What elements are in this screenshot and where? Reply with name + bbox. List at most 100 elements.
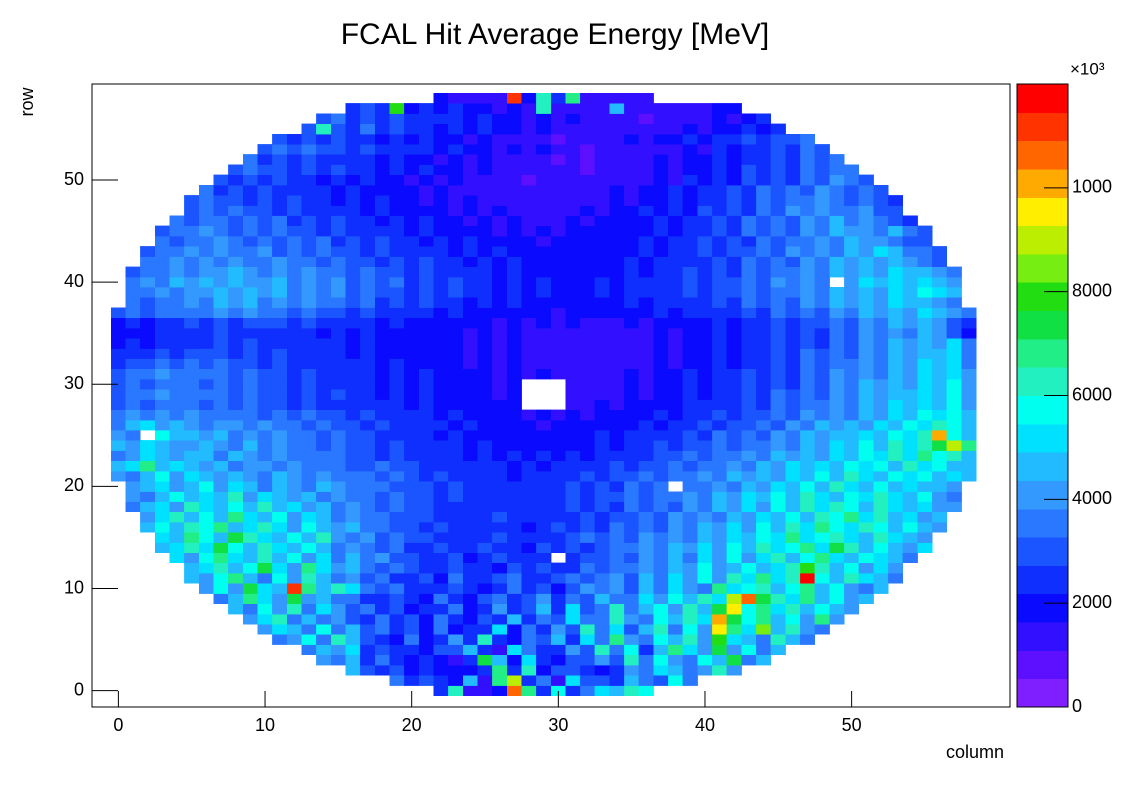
cell xyxy=(330,348,346,359)
cell xyxy=(902,542,918,553)
cell xyxy=(580,470,596,482)
cell xyxy=(198,195,214,206)
cell xyxy=(668,664,684,676)
cell xyxy=(638,613,654,625)
cell xyxy=(668,389,684,400)
cell xyxy=(286,419,302,431)
cell xyxy=(418,603,434,615)
cell xyxy=(785,235,801,247)
cell xyxy=(448,399,464,410)
cell xyxy=(213,491,229,502)
cell xyxy=(228,419,244,431)
cell xyxy=(726,613,742,625)
cell xyxy=(272,287,288,298)
cell xyxy=(697,195,713,206)
cell xyxy=(829,195,845,206)
cell xyxy=(814,583,830,594)
cell xyxy=(653,317,669,329)
cell xyxy=(140,419,156,431)
cell xyxy=(829,562,845,574)
cell xyxy=(536,624,552,635)
cell xyxy=(477,532,493,543)
cell xyxy=(800,573,816,584)
cell xyxy=(448,634,464,645)
cell xyxy=(169,552,185,564)
cell xyxy=(345,440,361,451)
cell xyxy=(873,470,889,482)
cell xyxy=(418,419,434,431)
cell xyxy=(858,491,874,502)
cell xyxy=(125,491,141,502)
cell xyxy=(462,378,478,390)
cell xyxy=(418,103,434,114)
cell xyxy=(653,399,669,410)
cell xyxy=(697,562,713,574)
cell xyxy=(829,368,845,380)
cell xyxy=(800,399,816,410)
cell xyxy=(726,419,742,431)
cell xyxy=(521,338,537,349)
cell xyxy=(829,440,845,451)
cell xyxy=(624,470,640,482)
cell xyxy=(374,573,390,584)
cell xyxy=(814,338,830,349)
cell xyxy=(389,624,405,635)
cell xyxy=(462,634,478,645)
cell xyxy=(521,317,537,329)
cell xyxy=(594,164,610,176)
cell xyxy=(316,644,332,656)
cell xyxy=(785,481,801,492)
cell xyxy=(506,184,522,196)
cell xyxy=(389,593,405,605)
cell xyxy=(198,368,214,380)
cell xyxy=(609,113,625,125)
cell xyxy=(726,460,742,472)
cell xyxy=(785,389,801,400)
cell xyxy=(345,562,361,574)
cell xyxy=(624,613,640,625)
cell xyxy=(477,113,493,125)
cell xyxy=(242,542,258,553)
cell xyxy=(726,256,742,268)
cell xyxy=(829,409,845,421)
cell xyxy=(301,440,317,451)
cell xyxy=(726,430,742,441)
cell xyxy=(418,205,434,216)
cell xyxy=(682,450,698,462)
cell xyxy=(345,184,361,196)
cell xyxy=(418,266,434,278)
cell xyxy=(682,174,698,186)
cell xyxy=(829,348,845,359)
cell xyxy=(888,532,904,543)
cell xyxy=(184,511,200,523)
cell xyxy=(330,276,346,288)
cell xyxy=(668,103,684,114)
cell xyxy=(624,246,640,257)
cell xyxy=(756,644,772,656)
cell xyxy=(477,491,493,502)
cell xyxy=(257,307,273,319)
cell xyxy=(374,613,390,625)
cell xyxy=(360,440,376,451)
cell xyxy=(961,470,977,482)
cell xyxy=(741,113,757,125)
cell xyxy=(242,450,258,462)
cell xyxy=(272,573,288,584)
cell xyxy=(917,491,933,502)
cell xyxy=(609,644,625,656)
cell xyxy=(301,521,317,533)
cell xyxy=(433,368,449,380)
cell xyxy=(418,317,434,329)
cell xyxy=(536,358,552,370)
cell xyxy=(272,235,288,247)
cell xyxy=(682,297,698,308)
cell xyxy=(770,348,786,359)
cell xyxy=(272,440,288,451)
cell xyxy=(756,195,772,206)
cell xyxy=(140,399,156,410)
cell xyxy=(536,593,552,605)
cell xyxy=(594,133,610,145)
cell xyxy=(374,542,390,553)
chart-title: FCAL Hit Average Energy [MeV] xyxy=(341,18,770,51)
